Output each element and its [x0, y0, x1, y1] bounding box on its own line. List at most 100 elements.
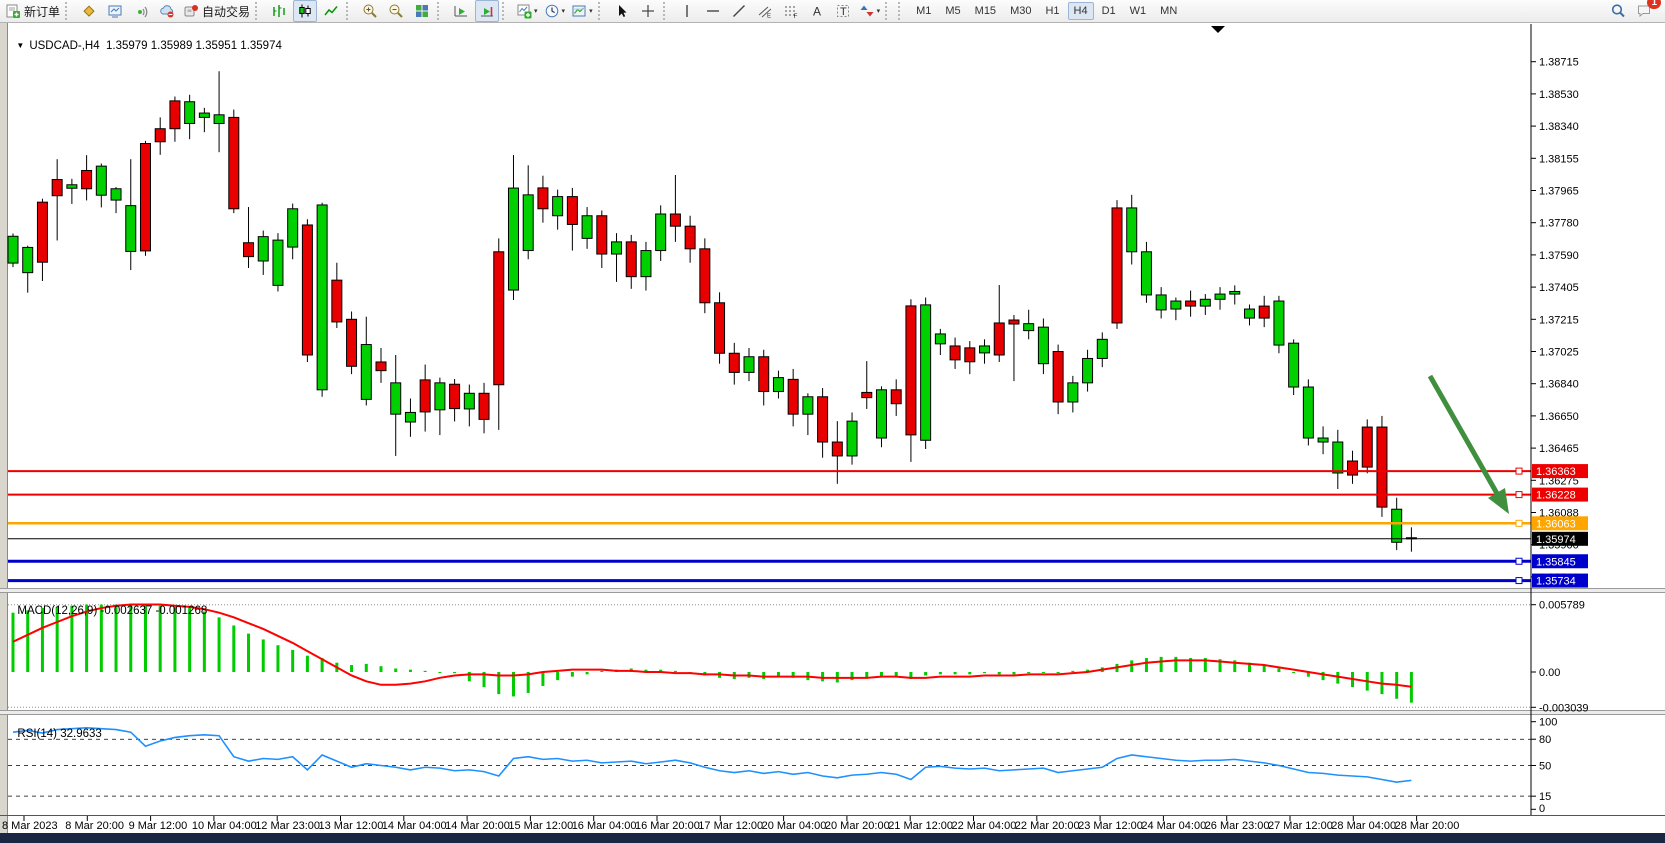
timeframe-button-w1[interactable]: W1 — [1129, 5, 1147, 17]
svg-text:A: A — [813, 5, 821, 19]
template-menu-button[interactable]: ▾ — [569, 0, 595, 22]
signal-icon — [138, 6, 148, 18]
svg-text:16 Mar 20:00: 16 Mar 20:00 — [635, 820, 700, 832]
timeframe-button-mn[interactable]: MN — [1160, 5, 1178, 17]
search-button[interactable] — [1606, 0, 1630, 22]
price-axis: 1.38715 1.38530 1.38340 1.38155 1.37965 1.377… — [1530, 24, 1588, 815]
svg-text:1.36275: 1.36275 — [1539, 475, 1579, 487]
timeframe-button-m5[interactable]: M5 — [945, 5, 961, 17]
svg-text:50: 50 — [1539, 761, 1551, 773]
bar-chart-button[interactable] — [267, 0, 291, 22]
svg-text:21 Mar 12:00: 21 Mar 12:00 — [888, 820, 953, 832]
timeframe-button-m15[interactable]: M15 — [974, 5, 997, 17]
level-lines[interactable] — [8, 467, 1531, 585]
virtual-hosting-button[interactable] — [155, 0, 179, 22]
price-tag: 1.36063 — [1532, 516, 1588, 531]
svg-text:20 Mar 04:00: 20 Mar 04:00 — [762, 820, 827, 832]
svg-text:22 Mar 20:00: 22 Mar 20:00 — [1015, 820, 1080, 832]
trend-arrow[interactable] — [1427, 374, 1509, 514]
candlestick-chart-button[interactable] — [293, 0, 318, 22]
svg-text:28 Mar 04:00: 28 Mar 04:00 — [1331, 820, 1396, 832]
toolbar-separator — [662, 2, 672, 20]
time-axis[interactable]: 8 Mar 2023 8 Mar 20:00 9 Mar 12:00 10 Mar 0… — [2, 816, 1459, 832]
timeframe-button-m1[interactable]: M1 — [916, 5, 932, 17]
notifications-button[interactable]: 1 — [1632, 0, 1661, 22]
rsi-indicator-label: RSI(14) 32.9633 — [17, 728, 102, 740]
shapes-button[interactable]: ▾ — [857, 0, 883, 22]
svg-text:14 Mar 20:00: 14 Mar 20:00 — [445, 820, 510, 832]
toolbar-separator — [65, 2, 74, 20]
crosshair-button[interactable] — [636, 0, 660, 22]
shapes-icon — [860, 5, 874, 17]
svg-text:1.38340: 1.38340 — [1539, 121, 1579, 133]
fibo-icon: F — [784, 6, 797, 19]
toolbar-separator — [885, 2, 894, 20]
toolbar-separator — [597, 2, 607, 20]
clock-icon — [545, 4, 558, 18]
line-chart-button[interactable] — [319, 0, 343, 22]
timeframe-button-m30[interactable]: M30 — [1010, 5, 1032, 17]
svg-text:16 Mar 04:00: 16 Mar 04:00 — [572, 820, 637, 832]
market-watch-button[interactable] — [77, 0, 101, 22]
svg-text:80: 80 — [1539, 734, 1551, 746]
cursor-icon — [618, 5, 627, 17]
period-menu-button[interactable]: ▾ — [542, 0, 568, 22]
add-indicator-button[interactable]: ▾ — [514, 0, 540, 22]
chart-end-marker[interactable] — [1211, 26, 1225, 33]
notification-badge: 1 — [1647, 0, 1661, 9]
timeframe-button-d1[interactable]: D1 — [1101, 5, 1116, 17]
timeframe-button-h4[interactable]: H4 — [1067, 2, 1094, 20]
fibonacci-button[interactable]: F — [779, 0, 803, 22]
zoom-out-button[interactable] — [384, 0, 408, 22]
zoom-in-button[interactable] — [358, 0, 382, 22]
text-label-button[interactable]: T — [831, 0, 855, 22]
new-order-icon — [6, 4, 20, 18]
svg-text:1.37780: 1.37780 — [1539, 218, 1579, 230]
chart-title-dropdown-icon[interactable]: ▼ — [16, 41, 25, 50]
svg-text:0.00: 0.00 — [1539, 667, 1560, 679]
data-window-button[interactable] — [103, 0, 127, 22]
candles-icon — [299, 4, 311, 18]
rsi-value: 32.9633 — [60, 728, 102, 740]
svg-text:26 Mar 23:00: 26 Mar 23:00 — [1205, 820, 1270, 832]
svg-text:1.37405: 1.37405 — [1539, 282, 1579, 294]
macd-values: -0.002637 -0.001268 — [100, 605, 208, 617]
signals-button[interactable] — [129, 0, 153, 22]
trend-line-button[interactable] — [727, 0, 751, 22]
chart-shift-button[interactable] — [475, 0, 500, 22]
monitor-icon — [108, 5, 122, 18]
chart-symbol-period: USDCAD-,H4 — [29, 40, 100, 52]
macd-signal-line — [12, 603, 1412, 688]
new-order-button[interactable]: 新订单 — [3, 0, 62, 22]
auto-scroll-button[interactable] — [449, 0, 473, 22]
svg-text:1.36465: 1.36465 — [1539, 443, 1579, 455]
rsi-pane: 100 80 50 150 — [8, 717, 1557, 815]
chart-title: ▼ USDCAD-,H4 1.35979 1.35989 1.35951 1.35… — [10, 28, 281, 52]
svg-text:8 Mar 2023: 8 Mar 2023 — [2, 820, 58, 832]
tile-windows-button[interactable] — [410, 0, 434, 22]
rsi-line — [12, 727, 1412, 783]
timeframe-button-h1[interactable]: H1 — [1045, 5, 1060, 17]
hosting-icon — [160, 5, 174, 18]
equidistant-channel-button[interactable]: E — [753, 0, 777, 22]
vertical-line-button[interactable] — [675, 0, 699, 22]
svg-text:1.38715: 1.38715 — [1539, 57, 1579, 69]
svg-text:1.35845: 1.35845 — [1536, 556, 1576, 568]
macd-indicator-label: MACD(12,26,9) -0.002637 -0.001268 — [17, 605, 208, 617]
toolbar-separator — [437, 2, 446, 20]
toolbar-separator — [346, 2, 355, 20]
vline-icon — [685, 5, 688, 17]
horizontal-line-button[interactable] — [701, 0, 725, 22]
addind-icon — [517, 4, 532, 19]
template-icon — [572, 5, 586, 17]
svg-text:1.38155: 1.38155 — [1539, 153, 1579, 165]
text-button[interactable]: A — [805, 0, 829, 22]
svg-text:1.35974: 1.35974 — [1536, 534, 1576, 546]
svg-text:20 Mar 20:00: 20 Mar 20:00 — [825, 820, 890, 832]
auto-trading-button[interactable]: 自动交易 — [181, 0, 252, 22]
svg-text:1.37965: 1.37965 — [1539, 186, 1579, 198]
cursor-button[interactable] — [610, 0, 634, 22]
textA-icon: A — [813, 5, 821, 19]
price-tag: 1.35974 — [1532, 531, 1588, 546]
